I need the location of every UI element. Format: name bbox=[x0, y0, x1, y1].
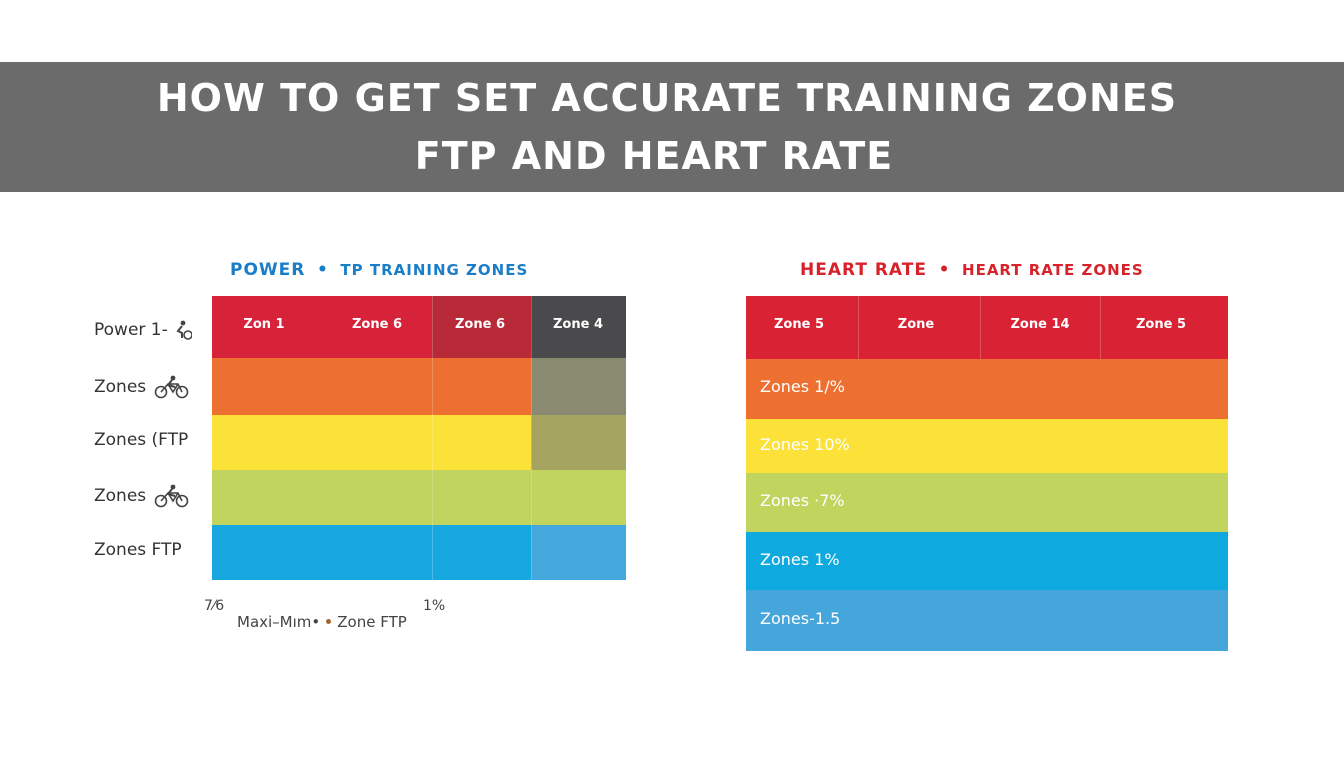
power-legend-item-1: Maxi–Mım• bbox=[237, 613, 321, 631]
power-column-divider bbox=[432, 296, 433, 580]
power-zone-cell bbox=[212, 415, 322, 470]
power-zone-cell bbox=[531, 358, 626, 415]
hr-row-label: Zones ·7% bbox=[760, 491, 845, 510]
title-banner: HOW TO GET SET ACCURATE TRAINING ZONES F… bbox=[0, 62, 1344, 192]
power-zone-cell bbox=[212, 525, 322, 580]
hr-title-main: HEART RATE bbox=[800, 260, 927, 280]
hr-title-separator: • bbox=[938, 260, 951, 280]
power-column-divider bbox=[531, 296, 532, 580]
hr-row-label: Zones 1% bbox=[760, 550, 840, 569]
hr-row-label: Zones 10% bbox=[760, 435, 850, 454]
power-zone-cell bbox=[212, 358, 322, 415]
hr-column-divider bbox=[980, 296, 981, 359]
hr-row-label: Zones 1/% bbox=[760, 377, 845, 396]
power-zone-cell bbox=[531, 415, 626, 470]
power-row-label-2-text: Zones bbox=[94, 377, 147, 397]
power-legend-item-2: Zone FTP bbox=[337, 613, 407, 631]
power-column-header: Zone 4 bbox=[552, 317, 604, 332]
power-row-label-5: Zones FTP bbox=[94, 540, 182, 560]
power-zone-cell bbox=[322, 296, 432, 358]
power-zone-cell bbox=[432, 296, 531, 358]
cyclist-icon bbox=[154, 375, 189, 399]
power-zone-cell bbox=[432, 358, 531, 415]
hr-zone-band bbox=[746, 473, 1228, 532]
power-row-label-1-text: Power 1- bbox=[94, 320, 168, 340]
power-zone-cell bbox=[531, 525, 626, 580]
legend-bullet-icon bbox=[326, 619, 332, 624]
power-zone-cell bbox=[531, 470, 626, 525]
hr-column-header: Zone bbox=[897, 317, 935, 332]
power-title-sub: TP TRAINING ZONES bbox=[340, 261, 529, 279]
power-column-header: Zon 1 bbox=[243, 317, 285, 332]
power-row-label-4-text: Zones bbox=[94, 486, 147, 506]
hr-zone-band bbox=[746, 532, 1228, 590]
hr-column-divider bbox=[1100, 296, 1101, 359]
hr-column-header: Zone 14 bbox=[1010, 317, 1070, 332]
cyclist-icon bbox=[176, 320, 192, 340]
power-column-header: Zone 6 bbox=[351, 317, 403, 332]
page-title-line-2: FTP AND HEART RATE bbox=[414, 134, 894, 178]
power-zone-cell bbox=[322, 415, 432, 470]
power-title-main: POWER bbox=[230, 260, 306, 280]
power-row-label-1: Power 1- bbox=[94, 319, 192, 341]
hr-column-header: Zone 5 bbox=[1135, 317, 1187, 332]
power-zone-cell bbox=[212, 470, 322, 525]
power-zone-cell bbox=[322, 525, 432, 580]
power-zone-cell bbox=[432, 470, 531, 525]
power-title-separator: • bbox=[316, 260, 329, 280]
power-zone-cell bbox=[432, 415, 531, 470]
power-column-header: Zone 6 bbox=[454, 317, 506, 332]
hr-column-header: Zone 5 bbox=[773, 317, 825, 332]
page-title-line-1: HOW TO GET SET ACCURATE TRAINING ZONES bbox=[156, 76, 1178, 120]
power-row-label-4: Zones bbox=[94, 484, 190, 508]
power-row-label-3-text: Zones (FTP bbox=[94, 430, 189, 450]
power-zone-cell bbox=[322, 358, 432, 415]
hr-zone-band bbox=[746, 590, 1228, 651]
power-x-tick-left: 7⁄6 bbox=[204, 598, 225, 614]
power-zone-cell bbox=[322, 470, 432, 525]
hr-zone-band bbox=[746, 296, 1228, 359]
power-zone-cell bbox=[212, 296, 322, 358]
power-zone-cell bbox=[432, 525, 531, 580]
power-chart-title: POWER • TP TRAINING ZONES bbox=[230, 260, 528, 280]
power-row-label-3: Zones (FTP bbox=[94, 430, 188, 450]
hr-zones-chart: Zone 5 Zone Zone 14 Zone 5 Zones 1/% Zones 10… bbox=[746, 296, 1228, 651]
power-row-label-2: Zones bbox=[94, 375, 190, 399]
hr-title-sub: HEART RATE ZONES bbox=[962, 261, 1144, 279]
power-x-tick-right: 1% bbox=[423, 598, 446, 614]
power-row-label-5-text: Zones FTP bbox=[94, 540, 182, 560]
hr-row-label: Zones-1.5 bbox=[760, 609, 841, 628]
power-zone-cell bbox=[531, 296, 626, 358]
power-zones-chart: Zon 1 Zone 6 Zone 6 Zone 4 bbox=[212, 296, 626, 580]
hr-column-divider bbox=[858, 296, 859, 359]
hr-chart-title: HEART RATE • HEART RATE ZONES bbox=[800, 260, 1144, 280]
cyclist-icon bbox=[154, 484, 189, 508]
power-legend: Maxi–Mım• Zone FTP bbox=[237, 613, 407, 631]
hr-zone-band bbox=[746, 419, 1228, 473]
hr-zone-band bbox=[746, 359, 1228, 419]
